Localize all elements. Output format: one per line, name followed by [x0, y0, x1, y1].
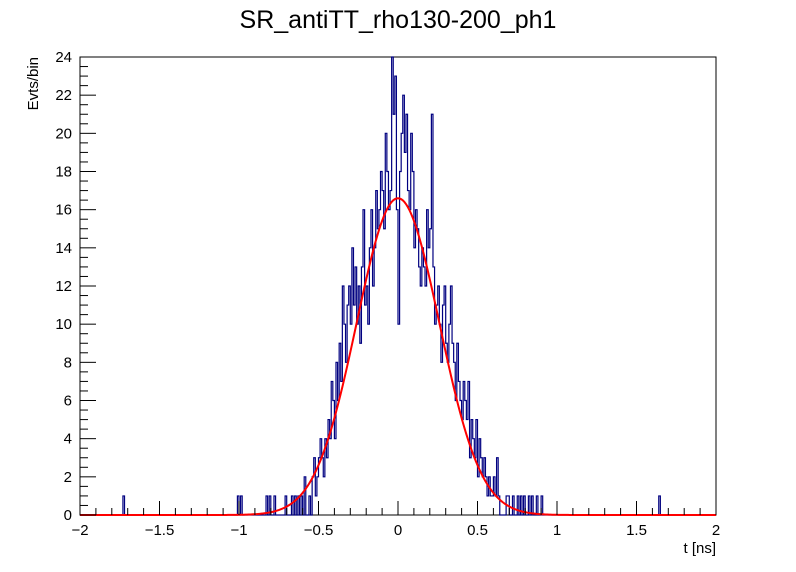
y-tick-label: 4: [64, 431, 72, 448]
x-tick-label: −2: [71, 522, 88, 539]
y-axis-title: Evts/bin: [25, 57, 42, 110]
x-axis-title: t [ns]: [683, 540, 716, 557]
y-tick-label: 14: [55, 240, 72, 257]
y-tick-label: 16: [55, 202, 72, 219]
x-tick-label: 0: [394, 522, 402, 539]
tick-marks: [79, 56, 717, 516]
x-tick-label: −0.5: [304, 522, 334, 539]
y-tick-label: 2: [64, 469, 72, 486]
x-tick-label: 1: [553, 522, 561, 539]
y-tick-label: 0: [64, 507, 72, 524]
y-tick-label: 8: [64, 354, 72, 371]
y-tick-label: 10: [55, 316, 72, 333]
x-tick-label: 1.5: [626, 522, 647, 539]
y-tick-label: 18: [55, 164, 72, 181]
y-tick-label: 24: [55, 49, 72, 66]
chart-title: SR_antiTT_rho130-200_ph1: [239, 6, 557, 34]
y-tick-label: 20: [55, 125, 72, 142]
fit-curve-series: [80, 197, 716, 516]
x-tick-label: −1.5: [145, 522, 175, 539]
x-tick-label: −1: [230, 522, 247, 539]
y-tick-label: 6: [64, 393, 72, 410]
x-tick-label: 0.5: [467, 522, 488, 539]
tick-labels: −2 −1.5 −1 −0.5 0 0.5 1 1.5 20246810121416182022…: [55, 49, 720, 539]
histogram-series: [80, 56, 716, 516]
gaussian-fit-line: [80, 197, 716, 516]
histogram-outline: [80, 56, 716, 516]
y-tick-label: 12: [55, 278, 72, 295]
x-tick-label: 2: [712, 522, 720, 539]
y-tick-label: 22: [55, 87, 72, 104]
